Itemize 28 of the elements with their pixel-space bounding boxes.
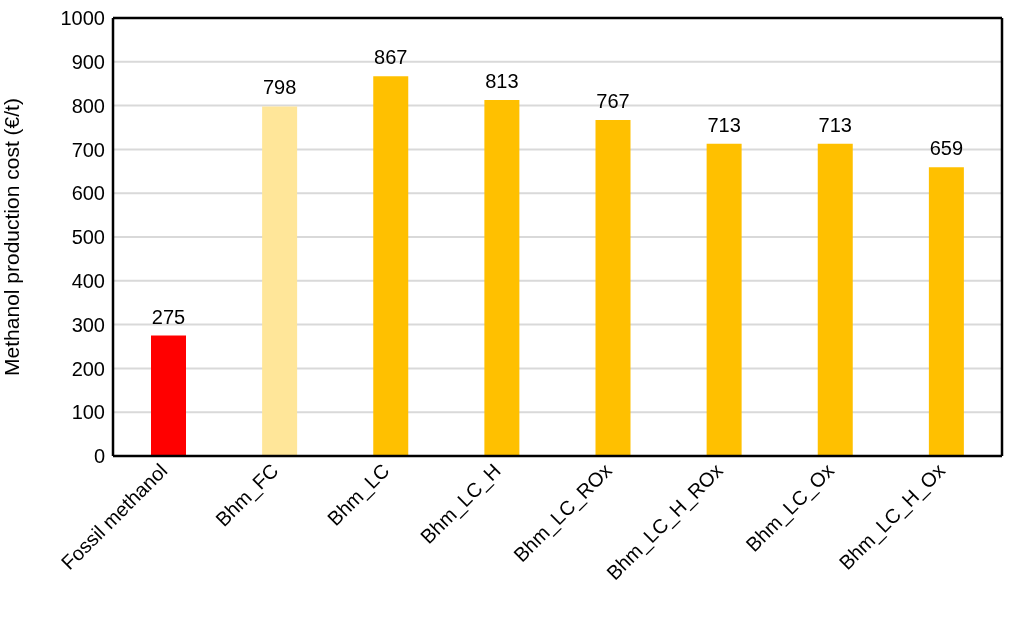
bar: [373, 76, 409, 456]
bar: [706, 143, 742, 456]
bar: [817, 143, 853, 456]
data-label: 275: [151, 305, 186, 328]
y-tick-label: 600: [71, 182, 105, 205]
y-tick-label: 0: [93, 445, 105, 468]
y-tick-label: 700: [71, 138, 105, 161]
data-label: 659: [929, 137, 964, 160]
y-tick-label: 400: [71, 269, 105, 292]
y-tick-label: 200: [71, 357, 105, 380]
data-label: 713: [818, 113, 852, 136]
data-label: 867: [374, 46, 408, 69]
bar: [151, 335, 186, 456]
y-tick-label: 1000: [60, 7, 105, 30]
y-axis-title: Methanol production cost (€/t): [0, 98, 24, 376]
y-tick-label: 500: [71, 226, 105, 249]
data-label: 767: [596, 90, 630, 113]
bar: [595, 120, 631, 456]
data-label: 713: [707, 113, 741, 136]
bar: [928, 167, 964, 456]
y-tick-label: 800: [71, 94, 105, 117]
y-tick-label: 100: [71, 401, 105, 424]
data-label: 813: [485, 69, 519, 92]
data-label: 798: [262, 76, 297, 99]
bar: [262, 106, 298, 456]
bar: [484, 99, 520, 456]
y-tick-label: 300: [71, 313, 105, 336]
y-tick-label: 900: [71, 50, 105, 73]
